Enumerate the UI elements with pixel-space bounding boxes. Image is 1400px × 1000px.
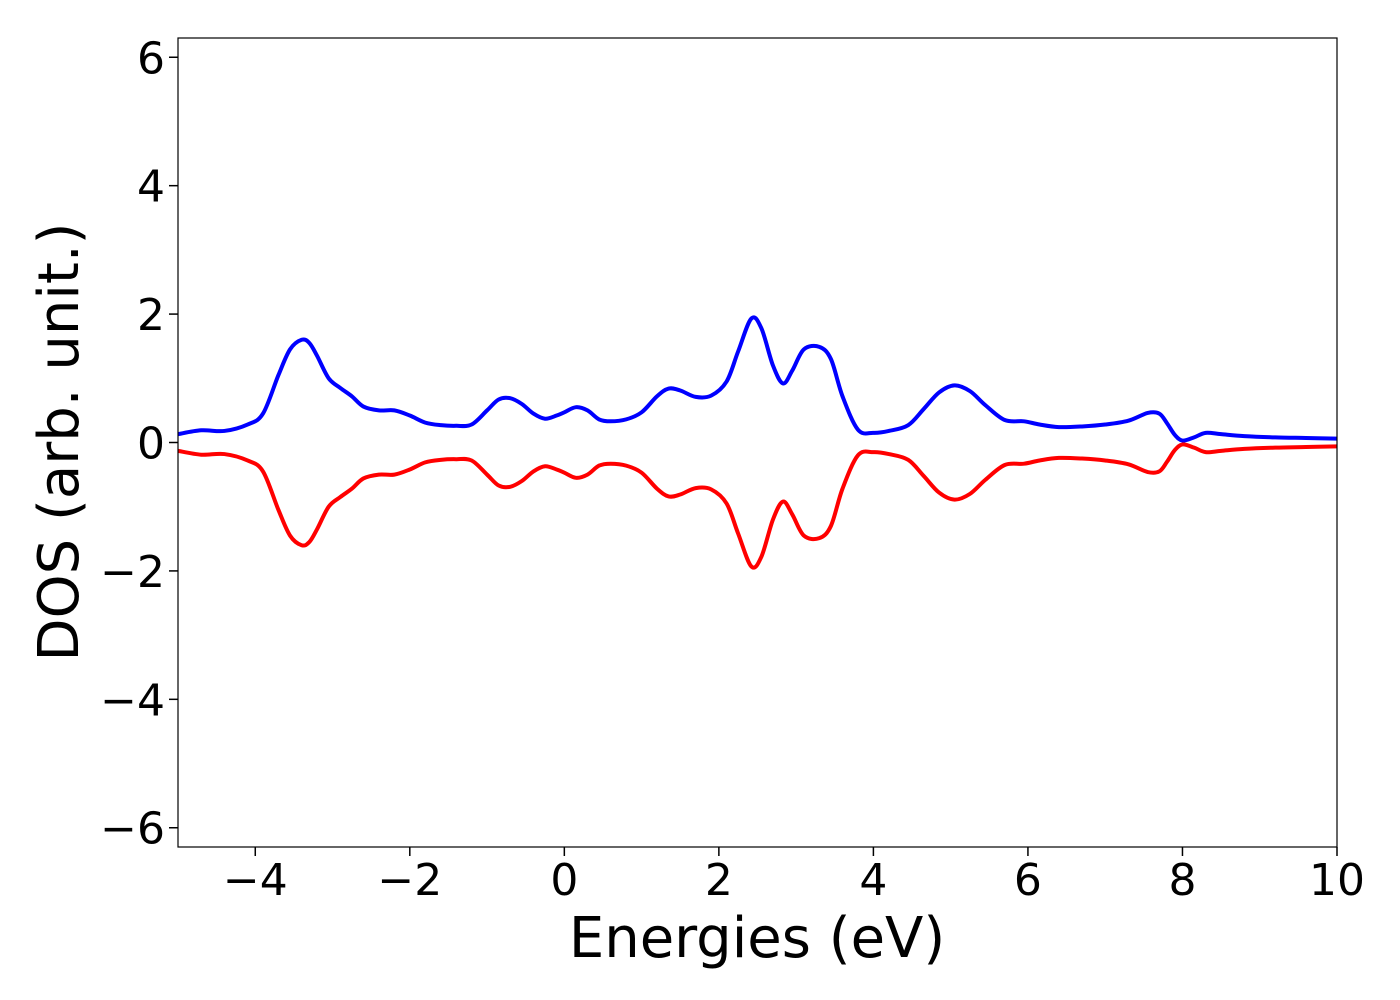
x-tick-label: −2 xyxy=(377,855,442,906)
x-tick-label: 8 xyxy=(1168,855,1196,906)
y-tick-label: −6 xyxy=(100,804,165,855)
series-layer xyxy=(177,315,1338,570)
x-tick-label: 2 xyxy=(705,855,733,906)
y-axis: 6 4 2 0 −2 −4 −6 xyxy=(100,33,178,855)
x-axis: −4 −2 0 2 4 6 8 10 xyxy=(223,847,1365,906)
x-tick-label: 0 xyxy=(550,855,578,906)
x-tick-label: −4 xyxy=(223,855,288,906)
x-tick-label: 10 xyxy=(1309,855,1365,906)
y-axis-title: DOS (arb. unit.) xyxy=(27,222,92,661)
series-line-1 xyxy=(177,315,1338,443)
y-tick-label: −2 xyxy=(100,547,165,598)
x-tick-label: 6 xyxy=(1014,855,1042,906)
y-tick-label: 4 xyxy=(137,162,165,213)
y-tick-label: 2 xyxy=(137,290,165,341)
plot-area-frame xyxy=(177,37,1338,848)
y-tick-label: 0 xyxy=(137,419,165,470)
series-line-2 xyxy=(177,442,1338,570)
x-tick-label: 4 xyxy=(859,855,887,906)
y-tick-label: 6 xyxy=(137,33,165,84)
x-axis-title: Energies (eV) xyxy=(569,906,945,971)
y-tick-label: −4 xyxy=(100,675,165,726)
